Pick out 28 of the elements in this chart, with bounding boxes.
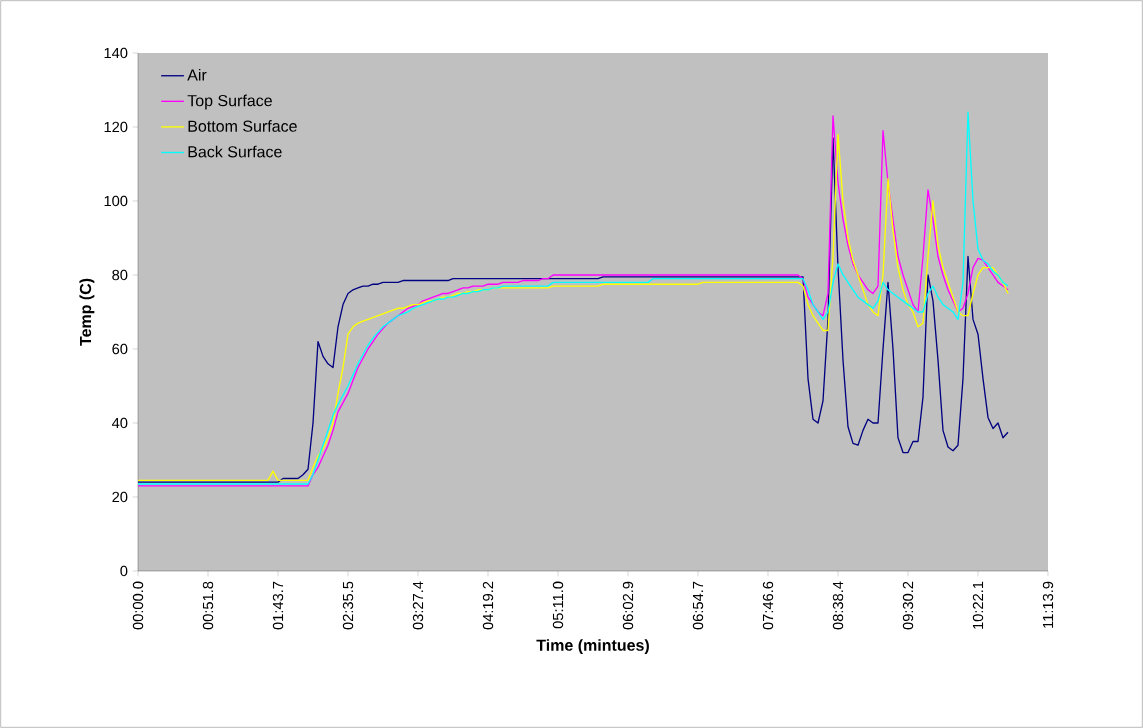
x-tick-label: 06:02.9 bbox=[622, 581, 634, 630]
x-tick-label: 07:46.6 bbox=[762, 581, 774, 630]
y-tick-label: 20 bbox=[112, 491, 128, 503]
x-tick-label: 02:35.5 bbox=[342, 581, 354, 630]
x-tick-label: 06:54.7 bbox=[692, 581, 704, 630]
x-axis-title: Time (mintues) bbox=[536, 639, 649, 655]
y-tick-label: 0 bbox=[120, 565, 128, 577]
x-tick-label: 00:51.8 bbox=[202, 581, 214, 630]
x-tick-label: 11:13.9 bbox=[1042, 581, 1054, 628]
y-tick-label: 40 bbox=[111, 417, 128, 429]
x-tick-label: 09:30.2 bbox=[902, 581, 914, 630]
y-tick-label: 120 bbox=[104, 121, 128, 133]
x-tick-label: 01:43.7 bbox=[272, 581, 284, 630]
y-tick-label: 60 bbox=[112, 343, 128, 355]
x-tick-label: 04:19.2 bbox=[482, 581, 494, 630]
y-tick-label: 80 bbox=[112, 269, 128, 281]
y-tick-label: 100 bbox=[104, 195, 128, 207]
x-tick-label: 10:22.1 bbox=[972, 581, 984, 629]
x-tick-label: 03:27.4 bbox=[412, 581, 424, 630]
x-tick-label: 00:00.0 bbox=[132, 581, 144, 630]
x-tick-label: 08:38.4 bbox=[832, 581, 844, 630]
legend-label: Top Surface bbox=[187, 94, 272, 110]
y-tick-label: 140 bbox=[104, 47, 128, 59]
y-axis-title: Temp (C) bbox=[79, 278, 95, 346]
legend-label: Air bbox=[187, 68, 207, 81]
legend-label: Back Surface bbox=[188, 145, 282, 158]
legend-label: Bottom Surface bbox=[188, 120, 297, 132]
x-tick-label: 05:11.0 bbox=[552, 581, 564, 629]
